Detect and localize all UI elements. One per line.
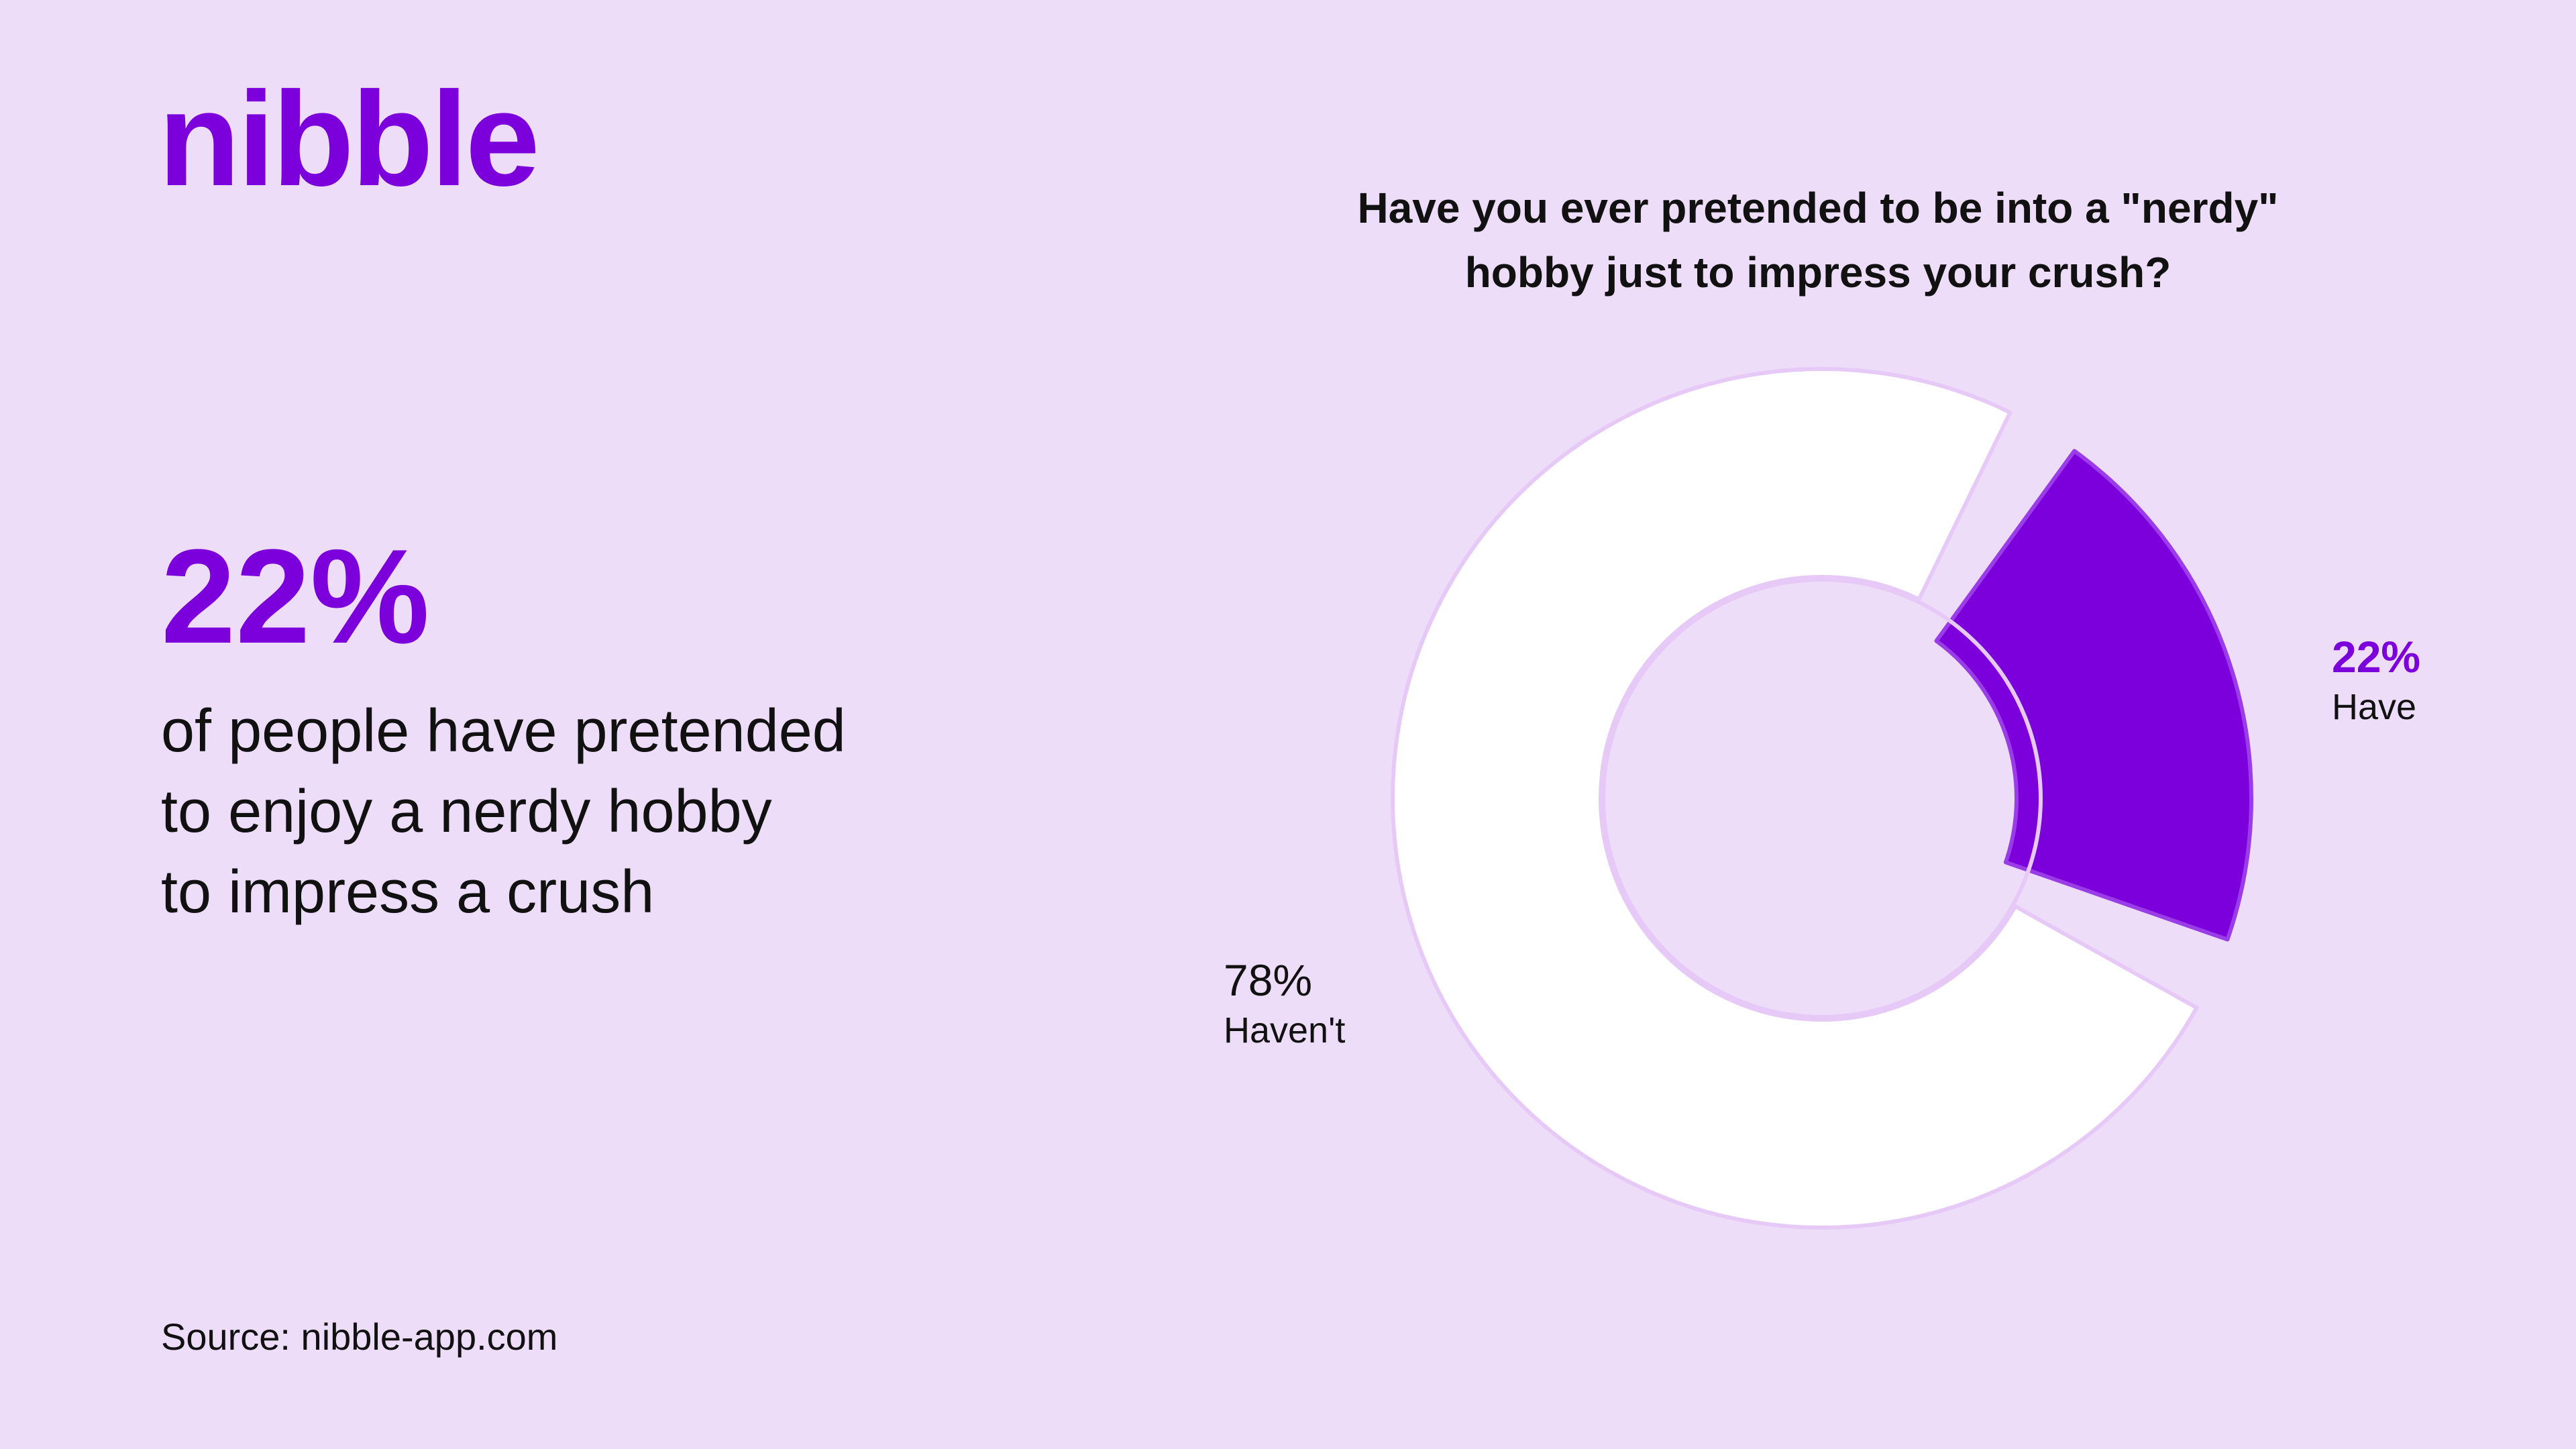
nibble-logo: nibble (158, 64, 540, 214)
callout-have-label: Have (2332, 686, 2417, 727)
donut-slice-haven-t (1391, 367, 2199, 1230)
headline-line-1: of people have pretended (161, 698, 846, 765)
headline-stat-value: 22% (161, 522, 430, 672)
headline-line-2: to enjoy a nerdy hobby (161, 778, 772, 845)
chart-title: Have you ever pretended to be into a "ne… (1261, 176, 2375, 305)
chart-title-line-1: Have you ever pretended to be into a "ne… (1357, 184, 2279, 232)
callout-havent-label: Haven't (1224, 1010, 1346, 1051)
callout-havent-value: 78% (1224, 955, 1313, 1005)
source-note: Source: nibble-app.com (161, 1316, 558, 1358)
chart-title-line-2: hobby just to impress your crush? (1464, 248, 2171, 297)
callout-havent: 78% Haven't (1224, 953, 1345, 1053)
donut-slice-have (1934, 449, 2253, 942)
callout-have-value: 22% (2332, 632, 2421, 682)
headline-line-3: to impress a crush (161, 859, 655, 926)
callout-have: 22% Have (2332, 629, 2420, 730)
headline-stat-text: of people have pretended to enjoy a nerd… (161, 691, 1033, 932)
donut-hole (1601, 578, 2043, 1019)
